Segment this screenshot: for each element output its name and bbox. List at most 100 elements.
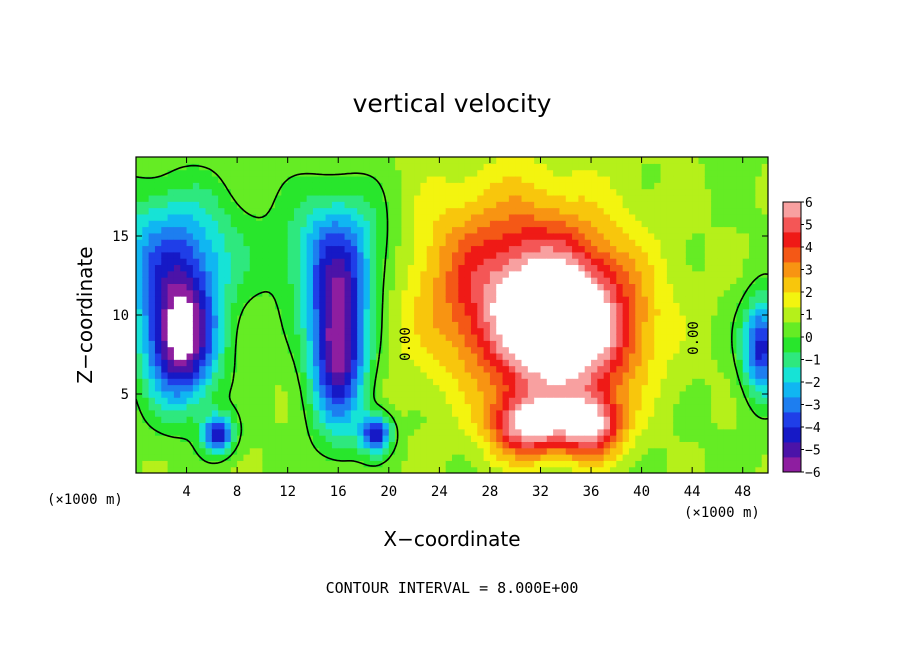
heatmap-cell (136, 289, 143, 297)
heatmap-cell (300, 390, 308, 398)
heatmap-cell (344, 403, 352, 411)
heatmap-cell (496, 416, 504, 424)
heatmap-cell (717, 403, 725, 411)
heatmap-cell (218, 258, 226, 266)
heatmap-cell (534, 466, 542, 473)
heatmap-cell (218, 346, 226, 354)
heatmap-cell (749, 264, 756, 272)
heatmap-cell (382, 390, 390, 398)
heatmap-cell (502, 175, 510, 183)
heatmap-cell (679, 428, 687, 436)
heatmap-cell (666, 207, 674, 215)
heatmap-cell (742, 220, 750, 228)
heatmap-cell (414, 340, 421, 348)
heatmap-cell (249, 283, 257, 291)
heatmap-cell (508, 302, 516, 310)
heatmap-cell (559, 213, 567, 221)
heatmap-cell (527, 390, 535, 398)
heatmap-cell (218, 397, 226, 405)
heatmap-cell (755, 157, 763, 164)
heatmap-cell (742, 157, 750, 164)
heatmap-cell (755, 371, 763, 379)
heatmap-cell (186, 454, 194, 461)
heatmap-cell (527, 289, 535, 297)
heatmap-cell (704, 232, 712, 240)
heatmap-cell (211, 251, 219, 259)
heatmap-cell (742, 365, 750, 373)
heatmap-cell (489, 258, 497, 266)
heatmap-cell (319, 251, 327, 259)
heatmap-cell (470, 163, 478, 171)
heatmap-cell (628, 390, 636, 398)
heatmap-cell (761, 315, 768, 322)
heatmap-cell (508, 422, 516, 430)
heatmap-cell (534, 346, 542, 354)
heatmap-cell (647, 182, 655, 190)
heatmap-cell (685, 277, 693, 284)
heatmap-cell (603, 365, 611, 373)
heatmap-cell (230, 245, 238, 253)
heatmap-cell (749, 302, 756, 310)
heatmap-cell (249, 403, 257, 411)
heatmap-cell (136, 352, 143, 360)
heatmap-cell (458, 333, 466, 341)
heatmap-cell (496, 352, 504, 360)
heatmap-cell (635, 194, 643, 202)
heatmap-cell (357, 277, 365, 284)
heatmap-cell (647, 428, 655, 436)
heatmap-cell (300, 365, 308, 373)
heatmap-cell (312, 441, 320, 449)
heatmap-cell (723, 163, 731, 171)
heatmap-cell (692, 441, 700, 449)
heatmap-cell (591, 194, 598, 202)
heatmap-cell (527, 245, 535, 253)
heatmap-cell (742, 213, 750, 221)
heatmap-cell (572, 416, 579, 424)
heatmap-cell (426, 169, 434, 177)
heatmap-cell (186, 403, 194, 411)
heatmap-cell (761, 207, 768, 215)
heatmap-cell (300, 454, 308, 461)
heatmap-cell (717, 283, 725, 291)
heatmap-cell (730, 371, 737, 379)
heatmap-cell (154, 201, 162, 209)
heatmap-cell (755, 365, 763, 373)
heatmap-cell (414, 232, 421, 240)
heatmap-cell (673, 466, 681, 473)
heatmap-cell (363, 378, 371, 386)
heatmap-cell (508, 371, 516, 379)
heatmap-cell (306, 201, 314, 209)
heatmap-cell (736, 333, 744, 341)
heatmap-cell (142, 435, 150, 442)
heatmap-cell (237, 283, 245, 291)
heatmap-cell (173, 454, 181, 461)
heatmap-cell (565, 397, 573, 405)
heatmap-cell (464, 220, 472, 228)
heatmap-cell (414, 371, 421, 379)
heatmap-cell (312, 409, 320, 417)
heatmap-cell (534, 327, 542, 335)
heatmap-cell (319, 188, 327, 196)
heatmap-cell (224, 169, 232, 177)
heatmap-cell (628, 315, 636, 322)
heatmap-cell (281, 460, 289, 468)
heatmap-cell (641, 296, 649, 303)
heatmap-cell (521, 409, 529, 417)
heatmap-cell (464, 182, 472, 190)
heatmap-cell (388, 409, 396, 417)
heatmap-cell (268, 207, 276, 215)
heatmap-cell (496, 403, 504, 411)
heatmap-cell (433, 441, 440, 449)
heatmap-cell (616, 283, 624, 291)
heatmap-cell (660, 201, 668, 209)
heatmap-cell (376, 447, 384, 455)
heatmap-cell (211, 239, 219, 247)
heatmap-cell (452, 365, 459, 373)
heatmap-cell (319, 182, 327, 190)
heatmap-cell (199, 384, 207, 392)
heatmap-cell (717, 213, 725, 221)
heatmap-cell (679, 289, 687, 297)
heatmap-cell (420, 308, 428, 316)
heatmap-cell (275, 333, 282, 341)
heatmap-cell (312, 422, 320, 430)
